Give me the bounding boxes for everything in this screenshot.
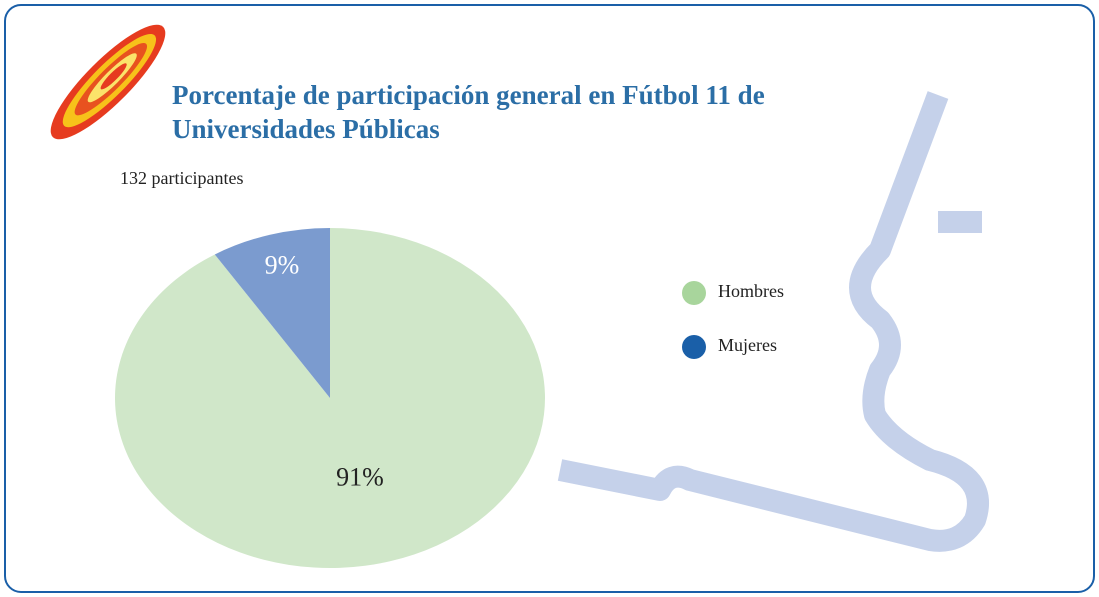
pie-slice [214, 228, 330, 398]
pie-slice [114, 228, 545, 568]
chart-subtitle: 132 participantes [120, 168, 244, 188]
data-label: 91% [336, 463, 384, 492]
data-label: 9% [265, 250, 300, 279]
logo [50, 24, 166, 140]
legend-swatch [682, 335, 706, 359]
decoration [557, 91, 989, 552]
legend-label: Hombres [718, 281, 784, 301]
chart-title: Porcentaje de participación general en F… [172, 80, 765, 144]
legend-label: Mujeres [718, 335, 777, 355]
legend-swatch [682, 281, 706, 305]
